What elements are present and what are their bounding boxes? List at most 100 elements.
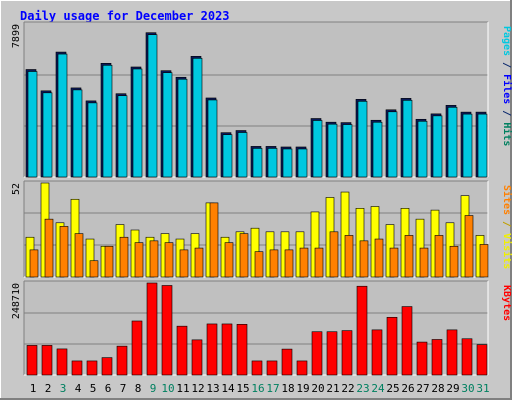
sites-bar [89, 260, 99, 278]
sites-bar [59, 226, 69, 278]
kbytes-bar [41, 345, 53, 376]
x-tick-label: 12 [191, 382, 204, 395]
kbytes-bar [371, 329, 383, 376]
x-tick-label: 14 [221, 382, 235, 395]
kbytes-bar [71, 360, 83, 376]
pages-bar [372, 121, 383, 178]
sites-bar [164, 242, 174, 278]
x-tick-label: 31 [476, 382, 489, 395]
pages-bar [222, 134, 233, 178]
legend-part: / [501, 215, 512, 233]
sites-bar [29, 249, 39, 278]
y-max-label: 7899 [11, 24, 22, 48]
pages-bar [297, 148, 308, 178]
pages-bar [192, 58, 203, 178]
x-tick-label: 6 [105, 382, 112, 395]
x-tick-label: 8 [135, 382, 142, 395]
kbytes-bar [461, 338, 473, 376]
x-tick-label: 16 [251, 382, 264, 395]
x-tick-label: 28 [431, 382, 444, 395]
kbytes-bar [296, 360, 308, 376]
x-tick-label: 11 [176, 382, 189, 395]
legend-part: KBytes [501, 285, 512, 321]
pages-bar [312, 120, 323, 178]
x-tick-label: 23 [356, 382, 369, 395]
pages-bar [432, 115, 443, 178]
pages-bar [162, 72, 173, 178]
pages-bar [177, 78, 188, 178]
sites-bar [449, 245, 459, 278]
sites-bar [179, 249, 189, 278]
kbytes-bar [266, 360, 278, 376]
pages-bar [102, 65, 113, 178]
x-tick-label: 30 [461, 382, 474, 395]
kbytes-bar [116, 345, 128, 376]
pages-bar [72, 89, 83, 178]
sites-bar [344, 235, 354, 278]
pages-bar [237, 132, 248, 178]
sites-bar [329, 231, 339, 278]
pages-bar [117, 95, 128, 178]
sites-bar [239, 233, 249, 278]
kbytes-bar [236, 324, 248, 376]
kbytes-bar [251, 360, 263, 376]
sites-bar [419, 247, 429, 278]
pages-bar [357, 101, 368, 178]
pages-bar [342, 124, 353, 178]
sites-bar [104, 245, 114, 278]
pages-bar [327, 123, 338, 178]
kbytes-bar [206, 323, 218, 376]
kbytes-bar [191, 339, 203, 376]
sites-bar [299, 247, 309, 278]
legend-part: Visits [501, 233, 512, 269]
sites-bar [404, 235, 414, 278]
sites-bar [479, 244, 489, 278]
kbytes-bar [146, 282, 158, 376]
x-tick-label: 5 [90, 382, 97, 395]
x-tick-label: 2 [45, 382, 52, 395]
kbytes-bar [161, 285, 173, 376]
kbytes-bar [341, 330, 353, 376]
legend-part: Hits [501, 122, 512, 146]
sites-bar [434, 235, 444, 278]
pages-bar [57, 53, 68, 178]
kbytes-bar [476, 344, 488, 376]
kbytes-bar [56, 348, 68, 376]
kbytes-bar [416, 341, 428, 376]
y-axis-legend: Sites / Visits [501, 185, 512, 269]
x-tick-label: 1 [30, 382, 37, 395]
sites-bar [209, 202, 219, 278]
pages-bar [42, 92, 53, 178]
x-tick-label: 7 [120, 382, 127, 395]
x-tick-label: 24 [371, 382, 385, 395]
x-tick-label: 10 [161, 382, 174, 395]
legend-part: Files [501, 74, 512, 104]
pages-bar [147, 34, 158, 178]
kbytes-bar [176, 325, 188, 376]
kbytes-bar [401, 306, 413, 376]
sites-bar [194, 247, 204, 278]
x-tick-label: 26 [401, 382, 414, 395]
x-tick-label: 27 [416, 382, 429, 395]
y-axis-legend: KBytes [501, 285, 512, 321]
sites-bar [134, 242, 144, 278]
kbytes-bar [431, 339, 443, 376]
x-tick-label: 19 [296, 382, 309, 395]
sites-bar [119, 236, 129, 278]
y-max-label: 248710 [11, 283, 22, 319]
sites-bar [314, 247, 324, 278]
legend-part: / [501, 104, 512, 122]
pages-bar [462, 113, 473, 178]
pages-bar [387, 111, 398, 178]
kbytes-bar [281, 348, 293, 376]
x-tick-label: 4 [75, 382, 82, 395]
legend-part: / [501, 56, 512, 74]
pages-bar [402, 100, 413, 178]
pages-bar [417, 120, 428, 178]
legend-part: Pages [501, 26, 512, 56]
x-tick-label: 3 [60, 382, 67, 395]
pages-bar [282, 148, 293, 178]
x-tick-label: 22 [341, 382, 354, 395]
pages-bar [207, 99, 218, 178]
x-tick-label: 15 [236, 382, 249, 395]
